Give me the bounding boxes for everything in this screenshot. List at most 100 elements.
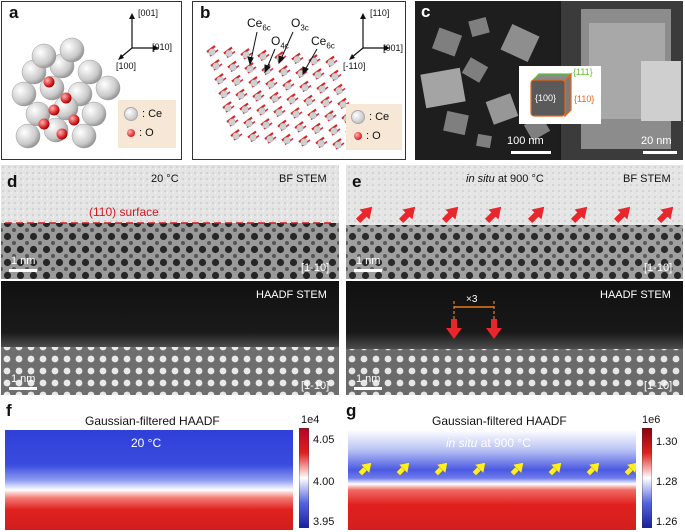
colorbar-f-tick-0: 4.05 [313, 434, 335, 446]
ce-atom [288, 96, 296, 104]
panel-label-a: a [9, 3, 19, 22]
scalebar-bf-d [9, 269, 37, 272]
ce-atom [233, 77, 241, 86]
ce-atom [314, 71, 322, 79]
ce-atom [267, 80, 275, 89]
o-atom [60, 92, 72, 104]
ce-atom [262, 121, 270, 129]
colorbar-f [299, 428, 309, 528]
panel-label-c: c [421, 2, 431, 21]
surface-110-label: (110) surface [89, 205, 159, 219]
haadf-stem-image-e: ×3 HAADF STEM 1 nm [1-10] [346, 281, 683, 395]
scalebar-100nm-label: 100 nm [507, 135, 544, 147]
scalebar-bf-d-label: 1 nm [11, 255, 36, 267]
scalebar-haadf-d-label: 1 nm [11, 373, 36, 385]
temperature-label-d: 20 °C [151, 173, 179, 185]
surface-arrow [527, 206, 545, 224]
ce-atom [212, 62, 220, 70]
panel-g: g Gaussian-filtered HAADF in situ at 900… [346, 400, 683, 532]
ce-atom [300, 138, 308, 146]
ce-atom [241, 105, 249, 114]
ce-atom [71, 123, 97, 149]
ce-atom [335, 86, 343, 95]
o-atom [68, 114, 80, 126]
scalebar-20nm-label: 20 nm [641, 135, 672, 147]
panel-e: e in situ at 900 °C BF STEM 1 nm [1-10] [346, 165, 683, 395]
ce-atom [224, 104, 232, 112]
facet-100-label: {100} [535, 93, 557, 103]
bf-stem-label-e: BF STEM [623, 173, 671, 185]
temperature-label-f: 20 °C [131, 436, 162, 450]
surface-arrow [613, 206, 631, 224]
surface-arrow [355, 206, 373, 224]
panel-b: b Ce6c O3c O4c Ce6c [110] [001] [-110] :… [192, 1, 406, 160]
haadf-stem-image-d: HAADF STEM 1 nm [1-10] [1, 281, 339, 395]
colorbar-exponent-f: 1e4 [301, 414, 320, 426]
annot-ce6c-left: Ce6c [247, 16, 271, 33]
ce-atom [327, 58, 335, 67]
colorbar-g-tick-1: 1.28 [656, 476, 678, 488]
panel-label-d: d [7, 172, 18, 191]
bf-stem-image-d: d 20 °C BF STEM (110) surface 1 nm [1-10… [1, 165, 339, 279]
period-x3-label: ×3 [466, 294, 478, 305]
surface-arrow [441, 206, 459, 224]
heatmap-title-f: Gaussian-filtered HAADF [85, 414, 220, 428]
ce-atom [296, 124, 304, 132]
atom-legend-a: : Ce : O [118, 100, 176, 148]
yellow-arrow [586, 462, 600, 476]
colorbar-f-tick-2: 3.95 [313, 516, 335, 528]
ce-atom [254, 93, 262, 101]
ceo2-unit-cell-illustration [11, 37, 121, 149]
ce-atom [81, 101, 107, 127]
panel-a: a [001] [010] [100] : Ce : O [1, 1, 182, 160]
colorbar-g [642, 428, 652, 528]
surface-arrow [570, 206, 588, 224]
ce-atom [15, 123, 41, 149]
ce-atom [309, 111, 317, 120]
ce-atom [258, 107, 266, 115]
panel-label-f: f [6, 401, 12, 420]
facet-111-label: {111} [573, 67, 593, 77]
surface-arrow [656, 206, 674, 224]
o-atom [48, 104, 60, 116]
truncated-cube-icon [530, 72, 573, 118]
ce-atom [271, 94, 279, 103]
annot-ce6c-right: Ce6c [311, 34, 335, 51]
bf-stem-label-d: BF STEM [279, 173, 327, 185]
ce-atom-icon [351, 110, 365, 124]
yellow-arrow [548, 462, 562, 476]
legend-o-label: : O [139, 127, 154, 139]
panel-label-e: e [352, 172, 362, 191]
ce-atom [317, 139, 325, 148]
haadf-label-d: HAADF STEM [256, 289, 327, 301]
ceo2-110-surface-illustration [206, 45, 349, 150]
direction-haadf-e: [1-10] [644, 380, 673, 392]
ce-atom [280, 68, 288, 76]
ce-atom [259, 52, 267, 61]
legend-ce-label: : Ce [369, 111, 390, 123]
ce-atom-icon [124, 107, 138, 121]
axis-label-010: [010] [152, 42, 173, 52]
direction-bf-d: [1-10] [301, 262, 330, 274]
colorbar-g-tick-0: 1.30 [656, 436, 678, 448]
bf-stem-image-e: e in situ at 900 °C BF STEM 1 nm [1-10] [346, 165, 683, 279]
axis-label-001: [001] [138, 8, 159, 18]
ce-atom [228, 118, 236, 126]
ce-atom [284, 82, 292, 90]
facet-inset: {100} {111} {110} [519, 66, 601, 124]
scalebar-100nm [511, 151, 551, 154]
scalebar-haadf-d [9, 387, 37, 390]
gaussian-heatmap-f [5, 430, 293, 530]
ce-atom [250, 79, 258, 87]
ce-atom [237, 91, 245, 100]
legend-ce-label: : Ce [142, 108, 163, 120]
panel-label-g: g [346, 401, 357, 420]
o-atom-icon [127, 129, 135, 137]
colorbar-g-tick-2: 1.26 [656, 516, 678, 528]
haadf-red-arrows [446, 319, 502, 339]
o-atom [43, 76, 55, 88]
ce-atom [266, 135, 274, 143]
ce-atom [326, 113, 334, 121]
atom-legend-b: : Ce : O [346, 104, 402, 150]
ce-atom [11, 81, 37, 107]
